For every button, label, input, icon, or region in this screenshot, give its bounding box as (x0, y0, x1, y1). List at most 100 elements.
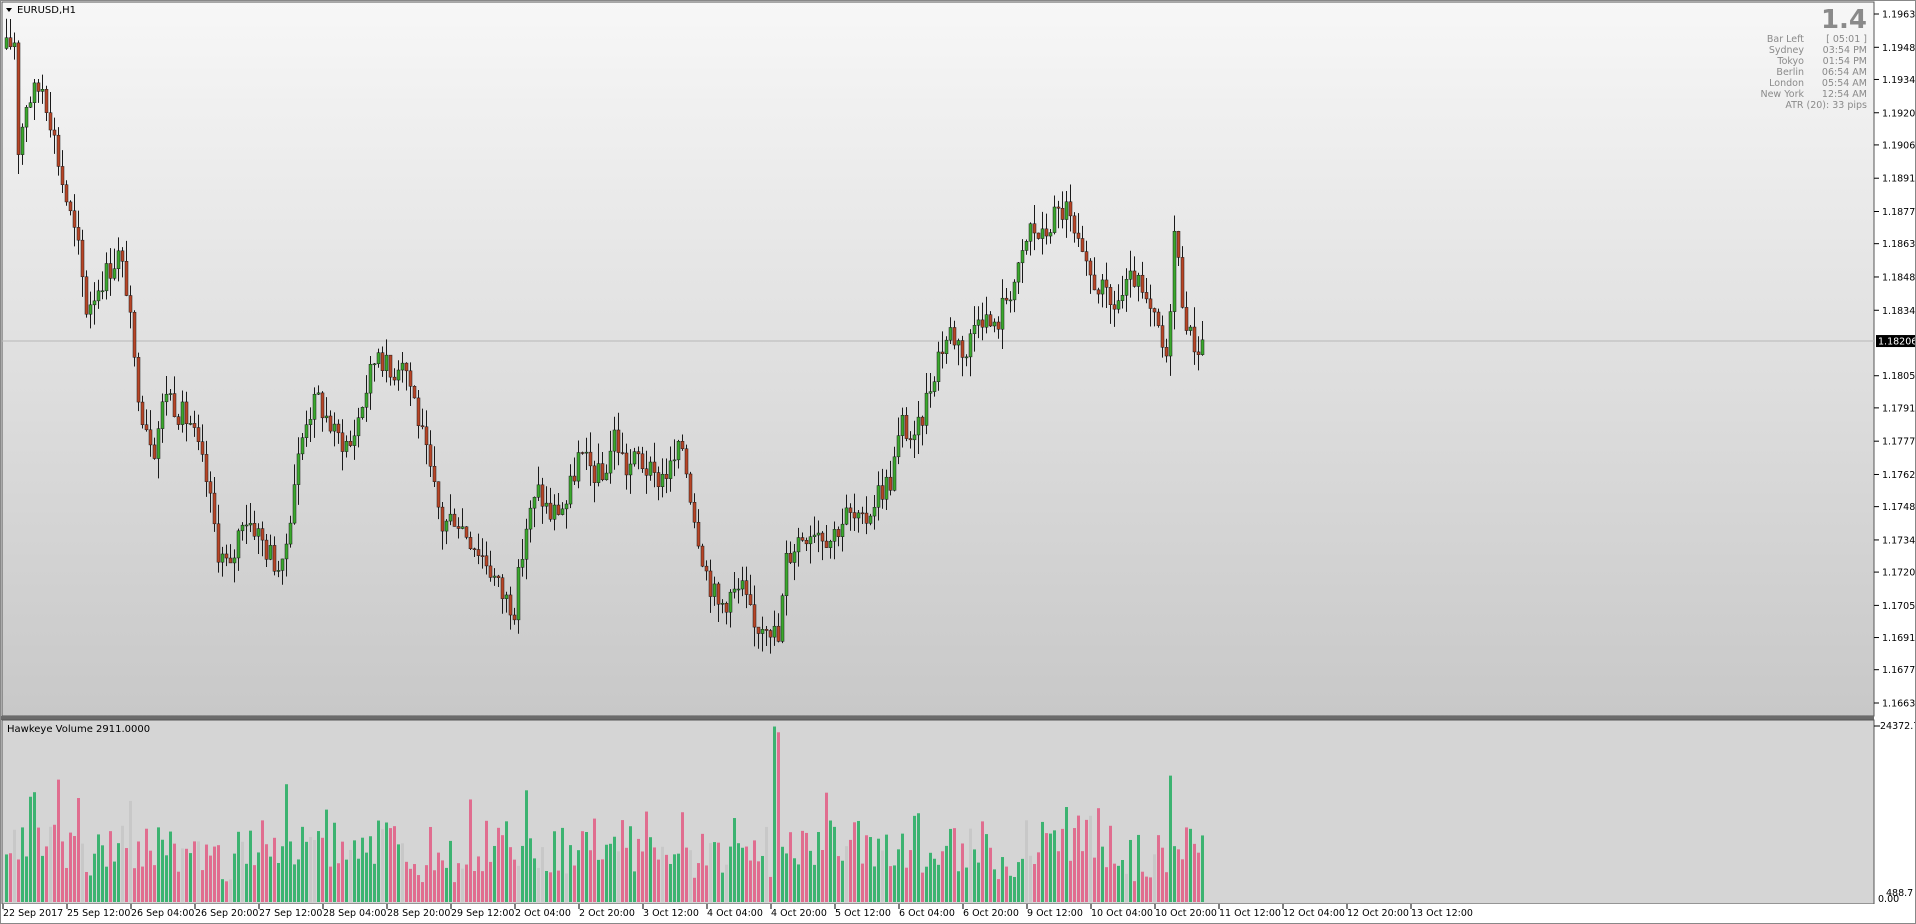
candle (900, 415, 905, 436)
candle (72, 210, 77, 228)
price-tick-label: 1.17625 (1882, 470, 1916, 481)
candle (172, 393, 177, 417)
volume-bar (477, 856, 480, 902)
volume-bar (853, 822, 856, 902)
volume-bar (221, 879, 224, 902)
volume-bar (425, 865, 428, 902)
time-tick-label: 4 Oct 20:00 (771, 908, 827, 919)
candle (644, 468, 649, 476)
volume-bar (53, 824, 56, 902)
candle (352, 435, 357, 446)
volume-bar (217, 845, 220, 902)
time-tick-label: 2 Oct 04:00 (515, 908, 571, 919)
info-row-label: Berlin (1776, 67, 1804, 78)
candle (1044, 228, 1049, 237)
volume-bar (1009, 875, 1012, 902)
candle (932, 381, 937, 392)
volume-bar (185, 848, 188, 902)
candle (952, 327, 957, 346)
time-axis[interactable] (0, 904, 1916, 924)
candle (32, 82, 37, 103)
candle (1088, 260, 1093, 276)
volume-bar (585, 832, 588, 902)
candle (680, 441, 685, 450)
candle (788, 553, 793, 563)
price-scale[interactable]: 1.19630 1.19485 1.19345 1.19200 1.19060 1.189… (1874, 10, 1916, 710)
volume-bar (837, 856, 840, 902)
time-tick-label: 4 Oct 04:00 (707, 908, 763, 919)
volume-bar (813, 864, 816, 902)
candle (156, 428, 161, 459)
candle (968, 333, 973, 358)
volume-bar (89, 875, 92, 902)
info-row-label: London (1769, 78, 1804, 89)
volume-bar (109, 831, 112, 902)
volume-bar (717, 842, 720, 902)
volume-bar (25, 856, 28, 902)
candle (248, 523, 253, 526)
candle (556, 504, 561, 515)
candle (980, 319, 985, 328)
volume-bar (213, 846, 216, 902)
candle (852, 512, 857, 519)
candle (296, 453, 301, 485)
volume-bar (257, 852, 260, 902)
candle (956, 340, 961, 346)
volume-bar (661, 846, 664, 902)
volume-bar (241, 841, 244, 902)
candle (768, 630, 773, 638)
candle (208, 481, 213, 494)
volume-bar (649, 837, 652, 902)
volume-bar (621, 820, 624, 902)
volume-bar (457, 863, 460, 902)
volume-bar (749, 860, 752, 902)
candle (776, 625, 781, 642)
volume-bar (505, 821, 508, 902)
volume-bar (877, 838, 880, 902)
info-big-value: 1.4 (1821, 5, 1867, 35)
volume-bar (173, 843, 176, 902)
candle (1052, 206, 1057, 233)
price-tick-label: 1.17200 (1882, 568, 1916, 579)
volume-bar (1025, 820, 1028, 902)
candle (216, 523, 221, 563)
price-tick-label: 1.17915 (1882, 403, 1916, 414)
volume-bar (1169, 775, 1172, 902)
volume-bar (1173, 846, 1176, 902)
candle (12, 42, 17, 48)
candle (748, 594, 753, 605)
volume-scale-overlap: 488.7 (1886, 888, 1913, 899)
volume-bar (689, 850, 692, 902)
candle (600, 463, 605, 481)
candle (1168, 311, 1173, 357)
volume-bar (889, 866, 892, 902)
volume-bar (449, 840, 452, 902)
info-row-value: 01:54 PM (1823, 56, 1867, 67)
candle (52, 129, 57, 136)
candle (520, 559, 525, 568)
volume-bar (605, 844, 608, 902)
dropdown-arrow-icon[interactable] (6, 8, 12, 12)
volume-bar (357, 858, 360, 902)
volume-bar (1017, 862, 1020, 902)
candle (356, 417, 361, 437)
panel-separator[interactable] (0, 716, 1874, 720)
candle (284, 543, 289, 560)
candle (1028, 223, 1033, 242)
volume-bar (933, 858, 936, 902)
candle (268, 545, 273, 560)
candle (16, 42, 21, 155)
volume-bar (261, 820, 264, 902)
volume-bar (1185, 827, 1188, 902)
candle (1016, 262, 1021, 283)
candle (476, 549, 481, 556)
price-panel-header[interactable]: EURUSD,H1 (6, 5, 76, 16)
volume-bar (161, 839, 164, 902)
volume-bar (409, 868, 412, 902)
volume-bar (377, 820, 380, 902)
volume-bar (701, 833, 704, 902)
volume-bar (249, 830, 252, 902)
volume-bar (141, 866, 144, 902)
candle (588, 451, 593, 467)
